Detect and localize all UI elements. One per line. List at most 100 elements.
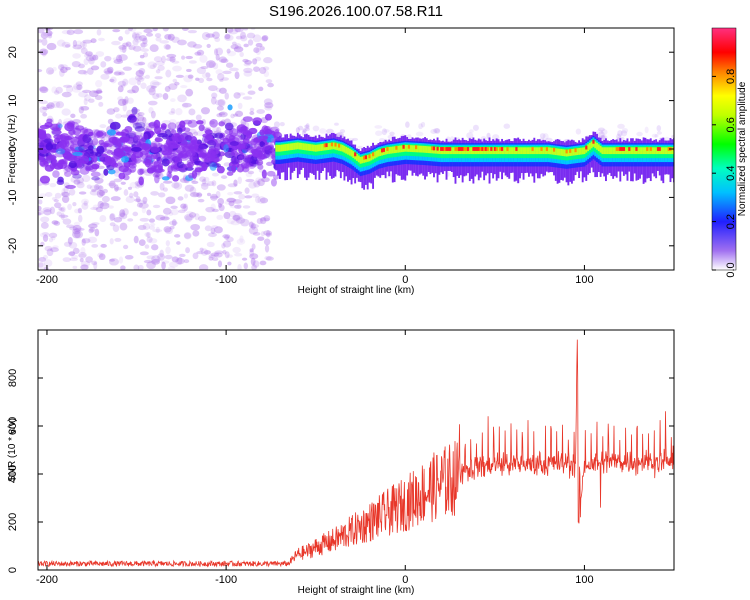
spectrogram-cell [233,179,238,187]
spectrogram-ridge-cell [536,147,539,155]
spectrogram-cell [203,176,210,183]
spectrogram-cell [177,256,183,265]
spectrogram-ridge-cell [640,147,643,155]
spectrogram-cell [138,239,146,246]
spectrogram-cell [68,241,78,249]
spectrogram-cell [163,43,171,50]
spectrogram-cell [122,42,129,47]
spectrogram-cell [242,116,253,123]
spectrogram-cell [45,67,54,75]
spectrogram-cell [163,226,172,233]
spectrogram-peak-cell [621,147,624,151]
spectrogram-cell [100,61,107,68]
spectrogram-cell [210,96,217,105]
spectrogram-cell [207,139,217,149]
spectrogram-cell [116,54,123,63]
spectrogram-cell [143,52,149,58]
spectrogram-cell [91,243,99,248]
spectrogram-ridge-cell [384,147,387,155]
spectrogram-cell [70,113,76,119]
spectrogram-cell [62,218,72,225]
spectrogram-cell [113,71,122,76]
spectrogram-cell [164,34,172,40]
spectrogram-cell [243,62,251,67]
spectrogram-cell [131,106,138,115]
spectrogram-cell [230,220,241,226]
spectrogram-peak-cell [622,147,626,151]
spectrogram-cell [195,77,200,81]
spectrogram-cell [180,203,187,209]
spectrogram-cell [222,234,231,239]
spectrogram-cell [94,228,100,237]
spectrogram-ridge-cell [411,145,414,153]
spectrogram-ridge-cell [400,145,403,153]
spectrogram-cell [245,178,255,183]
spectrogram-cell [175,74,184,78]
spectrogram-cell [117,85,124,93]
spectrogram-ridge-cell [529,147,532,155]
spectrogram-cell [91,188,97,193]
spectrogram-cell [137,200,147,205]
spectrogram-cell [173,234,181,238]
spectrogram-cell [127,186,133,190]
spectrogram-cell [259,46,265,51]
spectrogram-cell [42,207,52,213]
spectrogram-cell [218,121,225,127]
spectrogram-cell [226,254,234,258]
spectrogram-cell [254,56,262,62]
spectrogram-cell [137,112,142,116]
spectrogram-cell [155,36,162,42]
spectrogram-cell [232,135,243,143]
spectrogram-cell [40,32,49,39]
spectrogram-cell [264,102,274,109]
spectrogram-peak-cell [628,147,631,151]
spectrogram-cell [167,122,177,130]
spectrogram-cell [179,150,187,158]
spectrogram-cell [102,188,108,194]
spectrogram-peak-cell [615,147,618,151]
spectrogram-cell [195,114,202,121]
spectrogram-peak-cell [436,146,439,151]
spectrogram-peak-cell [490,147,493,151]
spectrogram-y-ticks: -20 -10 0 10 20 [7,46,674,254]
spectrogram-ridge-cell [492,147,495,155]
spectrogram-cell [38,39,43,43]
spectrogram-cell [56,211,62,217]
spectrogram-cell [47,69,55,75]
spectrogram-cell [234,28,241,33]
spectrogram-cell [231,41,237,46]
spectrogram-cell [39,86,48,92]
spectrogram-cell [95,184,102,191]
spectrogram-cell [150,85,157,89]
spectrogram-cell [72,202,77,207]
spectrogram-cell [53,221,61,226]
spectrogram-cell [651,133,658,138]
spectrogram-cell [186,68,192,73]
spectrogram-cell [241,164,249,170]
spectrogram-cell [60,66,68,74]
spectrogram-cell [38,212,42,216]
spectrogram-ridge-cell [293,142,296,150]
spectrogram-peak-cell [574,148,577,153]
spectrogram-cell [133,134,141,141]
spectrogram-cell [146,255,155,260]
spectrogram-cell [247,39,254,46]
spectrogram-cell [80,113,88,119]
spectrogram-cell [78,63,85,69]
spectrogram-cell [312,125,320,132]
spectrogram-cell [59,207,65,212]
spectrogram-cell [45,104,53,109]
spectrogram-cell [166,159,173,164]
spectrogram-cell [137,225,147,231]
spectrogram-cell [157,65,165,71]
spectrogram-cell [95,151,102,157]
spectrogram-cell [42,234,49,242]
spectrogram-cell [128,44,136,51]
spectrogram-cell [227,183,238,188]
spectrogram-cell [255,177,263,183]
spectrogram-cell [215,69,223,75]
spectrogram-cell [249,107,255,112]
spectrogram-cell [98,192,106,196]
spectrogram-cell [149,64,156,70]
